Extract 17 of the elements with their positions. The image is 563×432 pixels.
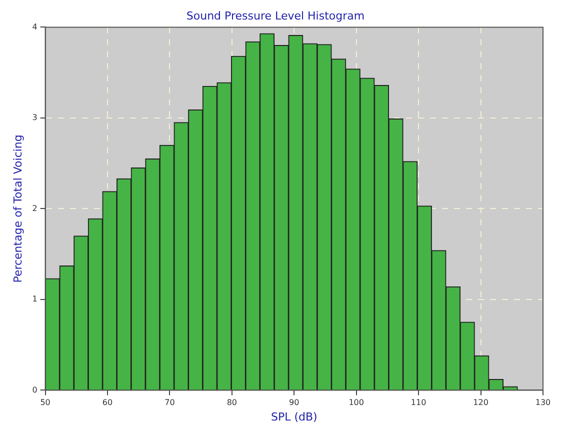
x-axis-title: SPL (dB): [270, 410, 318, 424]
x-tick-label: 90: [289, 398, 300, 408]
y-tick-label: 4: [32, 22, 38, 32]
x-tick-label: 110: [410, 398, 426, 408]
chart-title: Sound Pressure Level Histogram: [186, 9, 365, 22]
x-tick-label: 80: [226, 398, 238, 408]
y-tick-label: 3: [32, 113, 38, 122]
x-tick-label: 50: [40, 398, 50, 408]
y-tick-label: 2: [32, 204, 38, 213]
x-tick-label: 120: [473, 398, 488, 408]
x-tick-label: 70: [164, 398, 175, 408]
y-tick-label: 0: [32, 385, 38, 394]
x-tick-label: 60: [102, 398, 113, 408]
y-axis-title: Percentage of Total Voicing: [11, 134, 24, 283]
y-tick-label: 1: [32, 294, 38, 304]
x-tick-label: 100: [348, 398, 364, 408]
x-tick-label: 130: [535, 398, 551, 408]
